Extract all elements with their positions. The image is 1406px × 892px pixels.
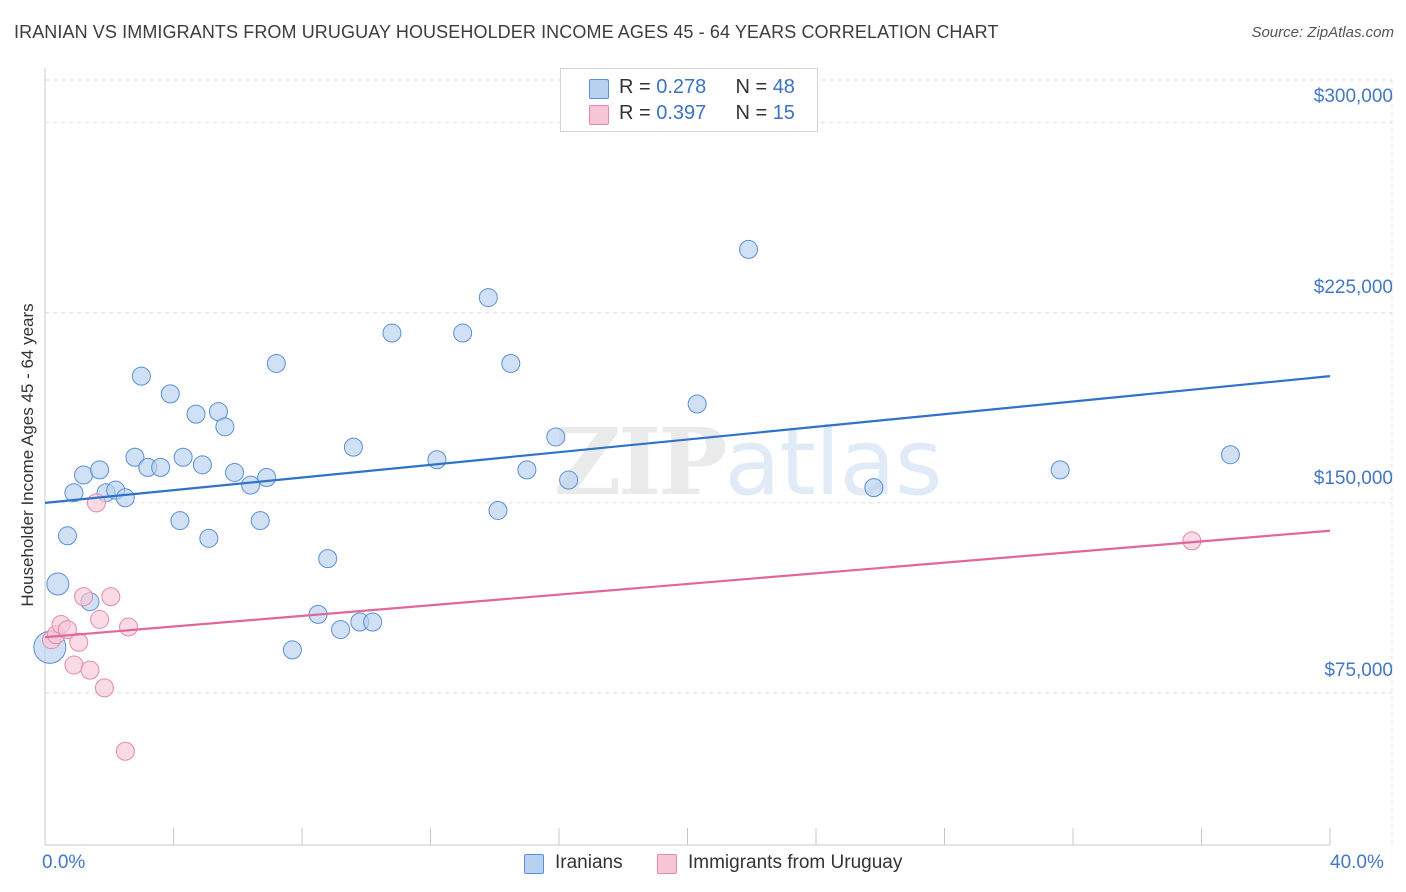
legend-r-label: R = (619, 76, 657, 98)
bottom-legend-uruguay: Immigrants from Uruguay (688, 852, 903, 873)
point-0-1 (46, 572, 70, 596)
bottom-legend-swatch-iranians (524, 854, 544, 874)
point-1-6 (74, 587, 94, 607)
y-tick-label-300000: $300,000 (1313, 86, 1393, 107)
watermark-atlas: atlas (724, 409, 942, 516)
point-0-21 (215, 417, 235, 437)
point-0-40 (517, 460, 537, 480)
stats-legend: R = 0.278 N = 48 R = 0.397 N = 15 (560, 68, 818, 132)
point-1-11 (101, 587, 121, 607)
point-0-39 (501, 353, 521, 373)
point-0-26 (266, 353, 286, 373)
point-0-10 (125, 447, 145, 467)
point-0-3 (64, 483, 84, 503)
data-points (33, 239, 1240, 761)
watermark: ZIPatlas (554, 408, 943, 516)
point-0-15 (170, 511, 190, 531)
gridlines (45, 79, 1393, 845)
point-0-42 (559, 470, 579, 490)
legend-row-iranians: R = 0.278 N = 48 (619, 76, 795, 99)
point-0-34 (382, 323, 402, 343)
point-1-13 (119, 617, 139, 637)
point-0-36 (453, 323, 473, 343)
bottom-legend-iranians: Iranians (555, 852, 623, 873)
point-0-18 (192, 455, 212, 475)
point-0-35 (427, 450, 447, 470)
point-1-4 (64, 655, 84, 675)
chart-source: Source: ZipAtlas.com (1251, 24, 1394, 41)
legend-n-label: N = (735, 76, 773, 98)
point-0-37 (478, 288, 498, 308)
legend-r-value: 0.278 (656, 76, 707, 98)
y-tick-label-225000: $225,000 (1313, 277, 1393, 298)
point-0-41 (546, 427, 566, 447)
point-0-2 (57, 526, 77, 546)
point-1-12 (115, 741, 135, 761)
point-0-4 (74, 465, 94, 485)
legend-r-label: R = (619, 102, 657, 124)
point-0-30 (331, 620, 351, 640)
point-0-44 (739, 239, 759, 259)
point-1-5 (69, 632, 89, 652)
y-axis-title: Householder Income Ages 45 - 64 years (18, 303, 37, 607)
legend-swatch-uruguay (589, 105, 609, 125)
x-tick-label-max: 40.0% (1330, 852, 1384, 873)
point-0-13 (151, 457, 171, 477)
legend-n-value: 15 (772, 102, 795, 124)
chart-title: IRANIAN VS IMMIGRANTS FROM URUGUAY HOUSE… (14, 22, 999, 42)
trend-line-1 (44, 529, 1331, 639)
point-0-27 (282, 640, 302, 660)
point-0-6 (90, 460, 110, 480)
legend-swatch-iranians (589, 79, 609, 99)
point-0-24 (250, 511, 270, 531)
y-tick-label-150000: $150,000 (1313, 468, 1393, 489)
point-0-22 (225, 462, 245, 482)
point-1-10 (94, 678, 114, 698)
legend-n-value: 48 (772, 76, 795, 98)
point-0-25 (257, 468, 277, 488)
point-0-16 (173, 447, 193, 467)
point-0-31 (343, 437, 363, 457)
axes (44, 68, 1331, 846)
point-0-17 (186, 404, 206, 424)
legend-n-label: N = (735, 102, 773, 124)
point-0-23 (241, 475, 261, 495)
legend-row-uruguay: R = 0.397 N = 15 (619, 102, 795, 125)
watermark-zip: ZIP (554, 408, 727, 516)
point-1-7 (80, 660, 100, 680)
point-1-9 (90, 609, 110, 629)
trend-line-0 (44, 375, 1331, 504)
point-0-45 (864, 478, 884, 498)
point-0-11 (131, 366, 151, 386)
legend-r-value: 0.397 (656, 102, 707, 124)
point-0-46 (1050, 460, 1070, 480)
point-0-38 (488, 500, 508, 520)
point-0-29 (318, 549, 338, 569)
point-0-47 (1220, 445, 1240, 465)
point-0-43 (687, 394, 707, 414)
y-tick-label-75000: $75,000 (1324, 660, 1393, 681)
trend-lines (44, 375, 1331, 639)
point-0-9 (115, 488, 135, 508)
x-tick-label-min: 0.0% (42, 852, 86, 873)
point-0-33 (363, 612, 383, 632)
point-0-14 (160, 384, 180, 404)
bottom-legend-swatch-uruguay (657, 854, 677, 874)
point-0-19 (199, 528, 219, 548)
